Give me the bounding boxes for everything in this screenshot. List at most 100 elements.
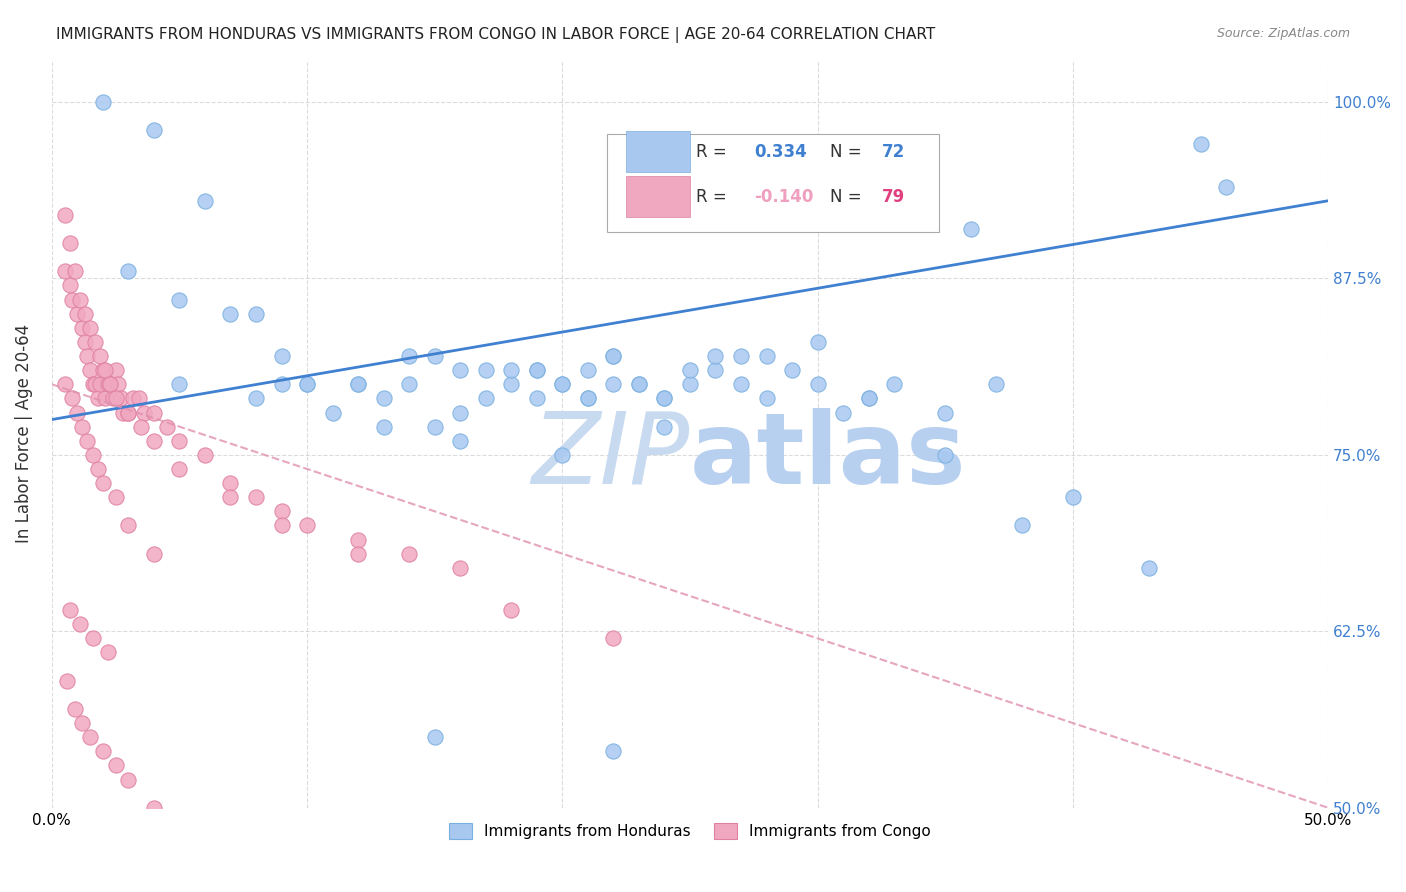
Point xyxy=(1011,518,1033,533)
Text: 72: 72 xyxy=(882,144,904,161)
Point xyxy=(59,603,82,617)
Point xyxy=(551,448,574,462)
Point xyxy=(347,377,370,392)
Point xyxy=(1215,179,1237,194)
Point xyxy=(832,405,855,419)
Point xyxy=(82,448,104,462)
Point xyxy=(654,392,676,406)
Point xyxy=(156,419,179,434)
Point xyxy=(576,392,599,406)
Point xyxy=(117,518,139,533)
Point xyxy=(501,363,523,377)
Point xyxy=(679,363,702,377)
Point xyxy=(63,702,86,716)
Point xyxy=(128,392,150,406)
Point xyxy=(602,744,624,758)
Point xyxy=(117,405,139,419)
Legend: Immigrants from Honduras, Immigrants from Congo: Immigrants from Honduras, Immigrants fro… xyxy=(443,817,936,845)
Point xyxy=(94,392,117,406)
Point xyxy=(86,392,108,406)
Point xyxy=(110,392,132,406)
Point xyxy=(780,363,803,377)
Point xyxy=(142,547,165,561)
Point xyxy=(1139,561,1161,575)
Point xyxy=(91,476,114,491)
Point xyxy=(347,533,370,547)
Point xyxy=(59,278,82,293)
Text: 79: 79 xyxy=(882,187,904,205)
Point xyxy=(322,405,344,419)
Point xyxy=(627,377,650,392)
Point xyxy=(423,419,446,434)
Point xyxy=(347,377,370,392)
Point xyxy=(576,363,599,377)
Point xyxy=(100,377,122,392)
Point xyxy=(84,377,107,392)
Point xyxy=(132,405,155,419)
Point xyxy=(398,377,420,392)
Point xyxy=(142,434,165,448)
Point xyxy=(449,561,471,575)
Point xyxy=(1062,490,1084,504)
Point xyxy=(398,349,420,363)
Point xyxy=(53,377,76,392)
Point xyxy=(72,419,94,434)
Point xyxy=(883,377,905,392)
Point xyxy=(82,632,104,646)
Text: ZIP: ZIP xyxy=(531,408,690,505)
Point xyxy=(107,377,129,392)
Point xyxy=(449,363,471,377)
Point xyxy=(730,349,752,363)
Point xyxy=(423,349,446,363)
Point xyxy=(142,801,165,815)
Point xyxy=(934,405,956,419)
Point xyxy=(89,349,111,363)
Point xyxy=(79,363,101,377)
Point xyxy=(169,377,191,392)
Point xyxy=(84,334,107,349)
Point xyxy=(73,334,96,349)
Point xyxy=(526,363,548,377)
Point xyxy=(79,730,101,744)
Point xyxy=(679,377,702,392)
Point xyxy=(295,377,318,392)
Point xyxy=(122,392,145,406)
Point xyxy=(66,405,89,419)
Point xyxy=(94,363,117,377)
FancyBboxPatch shape xyxy=(607,135,939,232)
Point xyxy=(576,392,599,406)
Point xyxy=(194,448,217,462)
Point xyxy=(270,504,292,518)
Point xyxy=(59,236,82,251)
Point xyxy=(373,392,395,406)
Point xyxy=(117,772,139,787)
Point xyxy=(245,307,267,321)
Point xyxy=(169,462,191,476)
Text: -0.140: -0.140 xyxy=(754,187,813,205)
Point xyxy=(73,307,96,321)
Text: Source: ZipAtlas.com: Source: ZipAtlas.com xyxy=(1216,27,1350,40)
Point xyxy=(76,349,98,363)
Point xyxy=(270,377,292,392)
Point xyxy=(104,363,127,377)
Point xyxy=(501,377,523,392)
Point xyxy=(245,392,267,406)
Point xyxy=(79,320,101,334)
Point xyxy=(101,392,124,406)
Point xyxy=(654,419,676,434)
Point xyxy=(654,392,676,406)
Point xyxy=(72,716,94,731)
Point xyxy=(82,377,104,392)
Point xyxy=(627,377,650,392)
Point xyxy=(194,194,217,208)
Point xyxy=(69,293,91,307)
Point xyxy=(117,264,139,278)
Point xyxy=(398,547,420,561)
Point xyxy=(373,419,395,434)
Point xyxy=(730,377,752,392)
Point xyxy=(91,744,114,758)
Point xyxy=(89,377,111,392)
Point xyxy=(270,349,292,363)
Point xyxy=(704,363,727,377)
Point xyxy=(91,363,114,377)
